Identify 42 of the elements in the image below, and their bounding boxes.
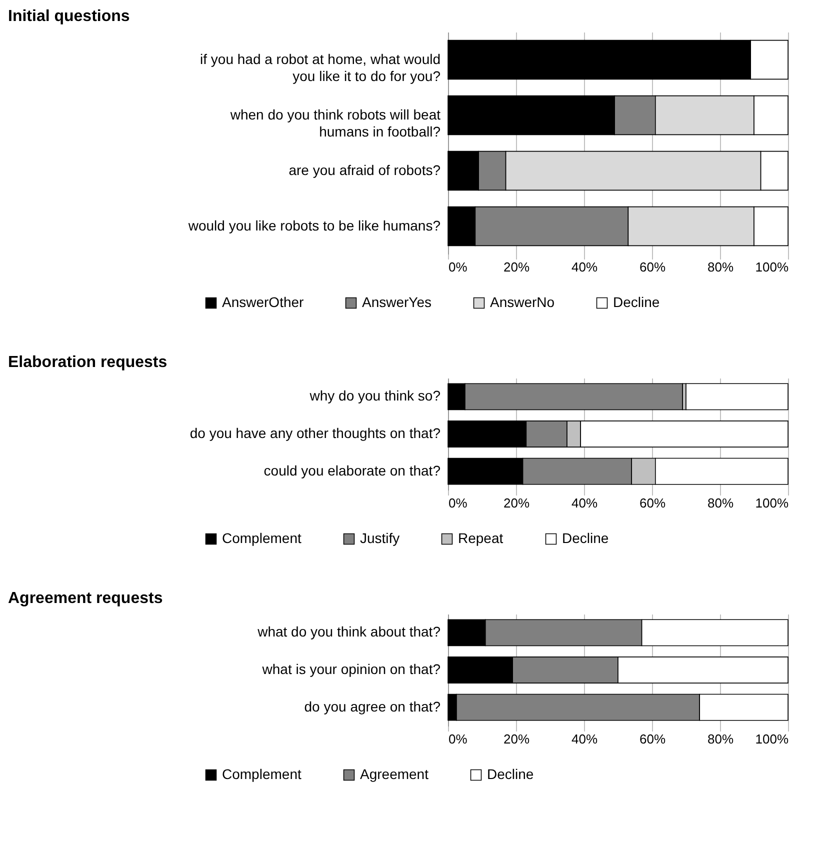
- x-tick-label: 40%: [571, 260, 598, 274]
- y-tick-label: when do you think robots will beat humans in football?: [229, 106, 441, 140]
- y-tick-label: why do you think so?: [308, 388, 441, 404]
- y-tick-label: do you have any other thoughts on that?: [190, 425, 441, 441]
- x-tick-label: 20%: [503, 732, 530, 746]
- legend-label: AnswerYes: [362, 294, 432, 310]
- text: Initial questions: [8, 8, 130, 25]
- y-tick-label: what do you think about that?: [256, 624, 441, 640]
- x-tick-label: 40%: [571, 496, 598, 510]
- x-tick-label: 0%: [448, 732, 468, 746]
- legend-label: Decline: [487, 766, 534, 782]
- y-tick-label: would you like robots to be like humans?: [187, 217, 441, 234]
- x-tick-label: 20%: [503, 260, 530, 274]
- legend-label: Decline: [562, 530, 609, 546]
- text: Elaboration requests: [8, 354, 168, 371]
- x-tick-label: 0%: [448, 496, 468, 510]
- legend-label: AnswerNo: [490, 294, 555, 310]
- y-tick-label: are you afraid of robots?: [288, 162, 441, 178]
- x-tick-label: 100%: [755, 732, 789, 746]
- x-tick-label: 60%: [639, 260, 666, 274]
- y-tick-label: do you agree on that?: [304, 698, 441, 714]
- legend-label: Decline: [613, 294, 660, 310]
- legend-label: Complement: [222, 530, 302, 546]
- legend-label: Repeat: [458, 530, 504, 546]
- legend-label: AnswerOther: [222, 294, 304, 310]
- x-tick-label: 80%: [707, 732, 734, 746]
- x-tick-label: 0%: [448, 260, 468, 274]
- text: Agreement requests: [8, 590, 163, 607]
- legend-label: Justify: [360, 530, 400, 546]
- x-tick-label: 60%: [639, 496, 666, 510]
- y-tick-label: what is your opinion on that?: [261, 661, 441, 677]
- legend-label: Complement: [222, 766, 302, 782]
- x-tick-label: 80%: [707, 496, 734, 510]
- x-tick-label: 100%: [755, 496, 789, 510]
- legend-label: Agreement: [360, 766, 429, 782]
- x-tick-label: 60%: [639, 732, 666, 746]
- x-tick-label: 100%: [755, 260, 789, 274]
- x-tick-label: 40%: [571, 732, 598, 746]
- y-tick-label: could you elaborate on that?: [264, 462, 441, 478]
- y-tick-label: if you had a robot at home, what would you like it to do for you?: [200, 50, 441, 84]
- x-tick-label: 80%: [707, 260, 734, 274]
- x-tick-label: 20%: [503, 496, 530, 510]
